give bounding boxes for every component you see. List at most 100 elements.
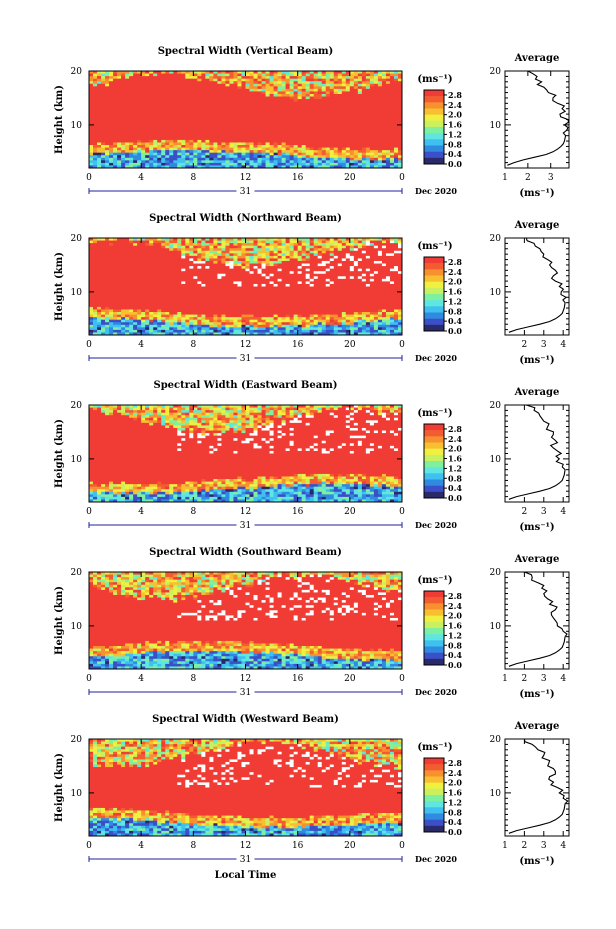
heatmap-cell bbox=[205, 137, 210, 141]
heatmap-cell bbox=[161, 88, 166, 92]
heatmap-cell bbox=[109, 86, 114, 90]
heatmap-cell bbox=[113, 109, 118, 113]
heatmap-cell bbox=[193, 314, 198, 318]
heatmap-cell bbox=[249, 238, 254, 241]
heatmap-cell bbox=[357, 91, 363, 95]
heatmap-cell bbox=[93, 317, 98, 321]
heatmap-cell bbox=[285, 260, 291, 264]
heatmap-cell bbox=[349, 83, 355, 87]
heatmap-cell bbox=[261, 71, 266, 74]
heatmap-cell bbox=[273, 243, 278, 247]
heatmap-cell bbox=[177, 296, 182, 300]
heatmap-cell bbox=[121, 301, 126, 305]
heatmap-cell bbox=[145, 114, 150, 118]
heatmap-cell bbox=[109, 291, 114, 295]
heatmap-cell bbox=[165, 119, 170, 123]
heatmap-cell bbox=[205, 134, 210, 138]
heatmap-cell bbox=[245, 73, 250, 77]
heatmap-cell bbox=[289, 96, 295, 100]
heatmap-cell bbox=[233, 132, 238, 136]
heatmap-cell bbox=[169, 99, 174, 103]
heatmap-cell bbox=[237, 142, 242, 146]
heatmap-cell bbox=[125, 240, 130, 244]
heatmap-cell bbox=[353, 162, 359, 166]
heatmap-cell bbox=[145, 273, 150, 277]
colorbar-segment bbox=[424, 145, 444, 152]
heatmap-cell bbox=[217, 317, 222, 321]
heatmap-cell bbox=[165, 109, 170, 113]
heatmap-cell bbox=[345, 71, 351, 74]
heatmap-cell bbox=[337, 78, 343, 82]
heatmap-cell bbox=[345, 86, 351, 90]
heatmap-cell bbox=[101, 283, 106, 287]
heatmap-cell bbox=[233, 294, 238, 298]
heatmap-cell bbox=[125, 76, 130, 80]
heatmap-cell bbox=[277, 93, 283, 97]
heatmap-cell bbox=[233, 137, 238, 141]
heatmap-cell bbox=[265, 250, 270, 254]
heatmap-cell bbox=[161, 162, 166, 166]
heatmap-cell bbox=[153, 317, 158, 321]
heatmap-cell bbox=[257, 332, 262, 335]
heatmap-cell bbox=[225, 127, 230, 131]
heatmap-cell bbox=[89, 137, 94, 141]
heatmap-cell bbox=[265, 276, 270, 280]
heatmap-cell bbox=[221, 253, 226, 257]
heatmap-cell bbox=[121, 314, 126, 318]
heatmap-cell bbox=[273, 147, 278, 151]
heatmap-cell bbox=[225, 124, 230, 128]
heatmap-cell bbox=[217, 73, 222, 77]
heatmap-cell bbox=[197, 306, 202, 310]
heatmap-cell bbox=[117, 127, 122, 131]
heatmap-cell bbox=[393, 124, 399, 128]
heatmap-cell bbox=[169, 319, 174, 323]
heatmap-cell bbox=[173, 268, 178, 272]
heatmap-cell bbox=[233, 111, 238, 115]
heatmap-cell bbox=[145, 255, 150, 259]
heatmap-cell bbox=[165, 263, 170, 267]
heatmap-cell bbox=[321, 132, 327, 136]
heatmap-cell bbox=[137, 165, 142, 168]
heatmap-cell bbox=[93, 124, 98, 128]
heatmap-cell bbox=[157, 111, 162, 115]
heatmap-cell bbox=[313, 86, 319, 90]
heatmap-cell bbox=[197, 134, 202, 138]
heatmap-cell bbox=[357, 127, 363, 131]
heatmap-cell bbox=[221, 317, 226, 321]
heatmap-cell bbox=[269, 296, 274, 300]
heatmap-cell bbox=[121, 327, 126, 331]
heatmap-cell bbox=[181, 289, 186, 292]
heatmap-cell bbox=[185, 327, 190, 331]
heatmap-cell bbox=[273, 245, 278, 249]
heatmap-cell bbox=[121, 93, 126, 97]
heatmap-cell bbox=[345, 88, 351, 92]
heatmap-cell bbox=[357, 145, 363, 148]
heatmap-cell bbox=[229, 317, 234, 321]
heatmap-cell bbox=[237, 147, 242, 151]
heatmap-cell bbox=[361, 152, 367, 156]
heatmap-cell bbox=[381, 147, 387, 151]
heatmap-cell bbox=[309, 139, 315, 143]
heatmap-cell bbox=[173, 319, 178, 323]
heatmap-cell bbox=[361, 165, 367, 168]
heatmap-cell bbox=[193, 281, 198, 285]
heatmap-cell bbox=[229, 150, 234, 154]
heatmap-cell bbox=[309, 91, 315, 95]
heatmap-cell bbox=[97, 281, 102, 285]
heatmap-cell bbox=[205, 291, 210, 295]
heatmap-cell bbox=[277, 273, 283, 277]
x-tick-label: 20 bbox=[344, 173, 356, 183]
heatmap-cell bbox=[225, 137, 230, 141]
heatmap-cell bbox=[181, 91, 186, 95]
heatmap-cell bbox=[113, 91, 118, 95]
heatmap-cell bbox=[125, 243, 130, 247]
heatmap-cell bbox=[297, 96, 303, 100]
heatmap-cell bbox=[305, 147, 311, 151]
heatmap-cell bbox=[397, 137, 402, 141]
heatmap-cell bbox=[237, 127, 242, 131]
heatmap-cell bbox=[133, 147, 138, 151]
heatmap-cell bbox=[169, 243, 174, 247]
heatmap-cell bbox=[233, 314, 238, 318]
heatmap-cell bbox=[129, 99, 134, 103]
heatmap-cell bbox=[229, 309, 234, 313]
